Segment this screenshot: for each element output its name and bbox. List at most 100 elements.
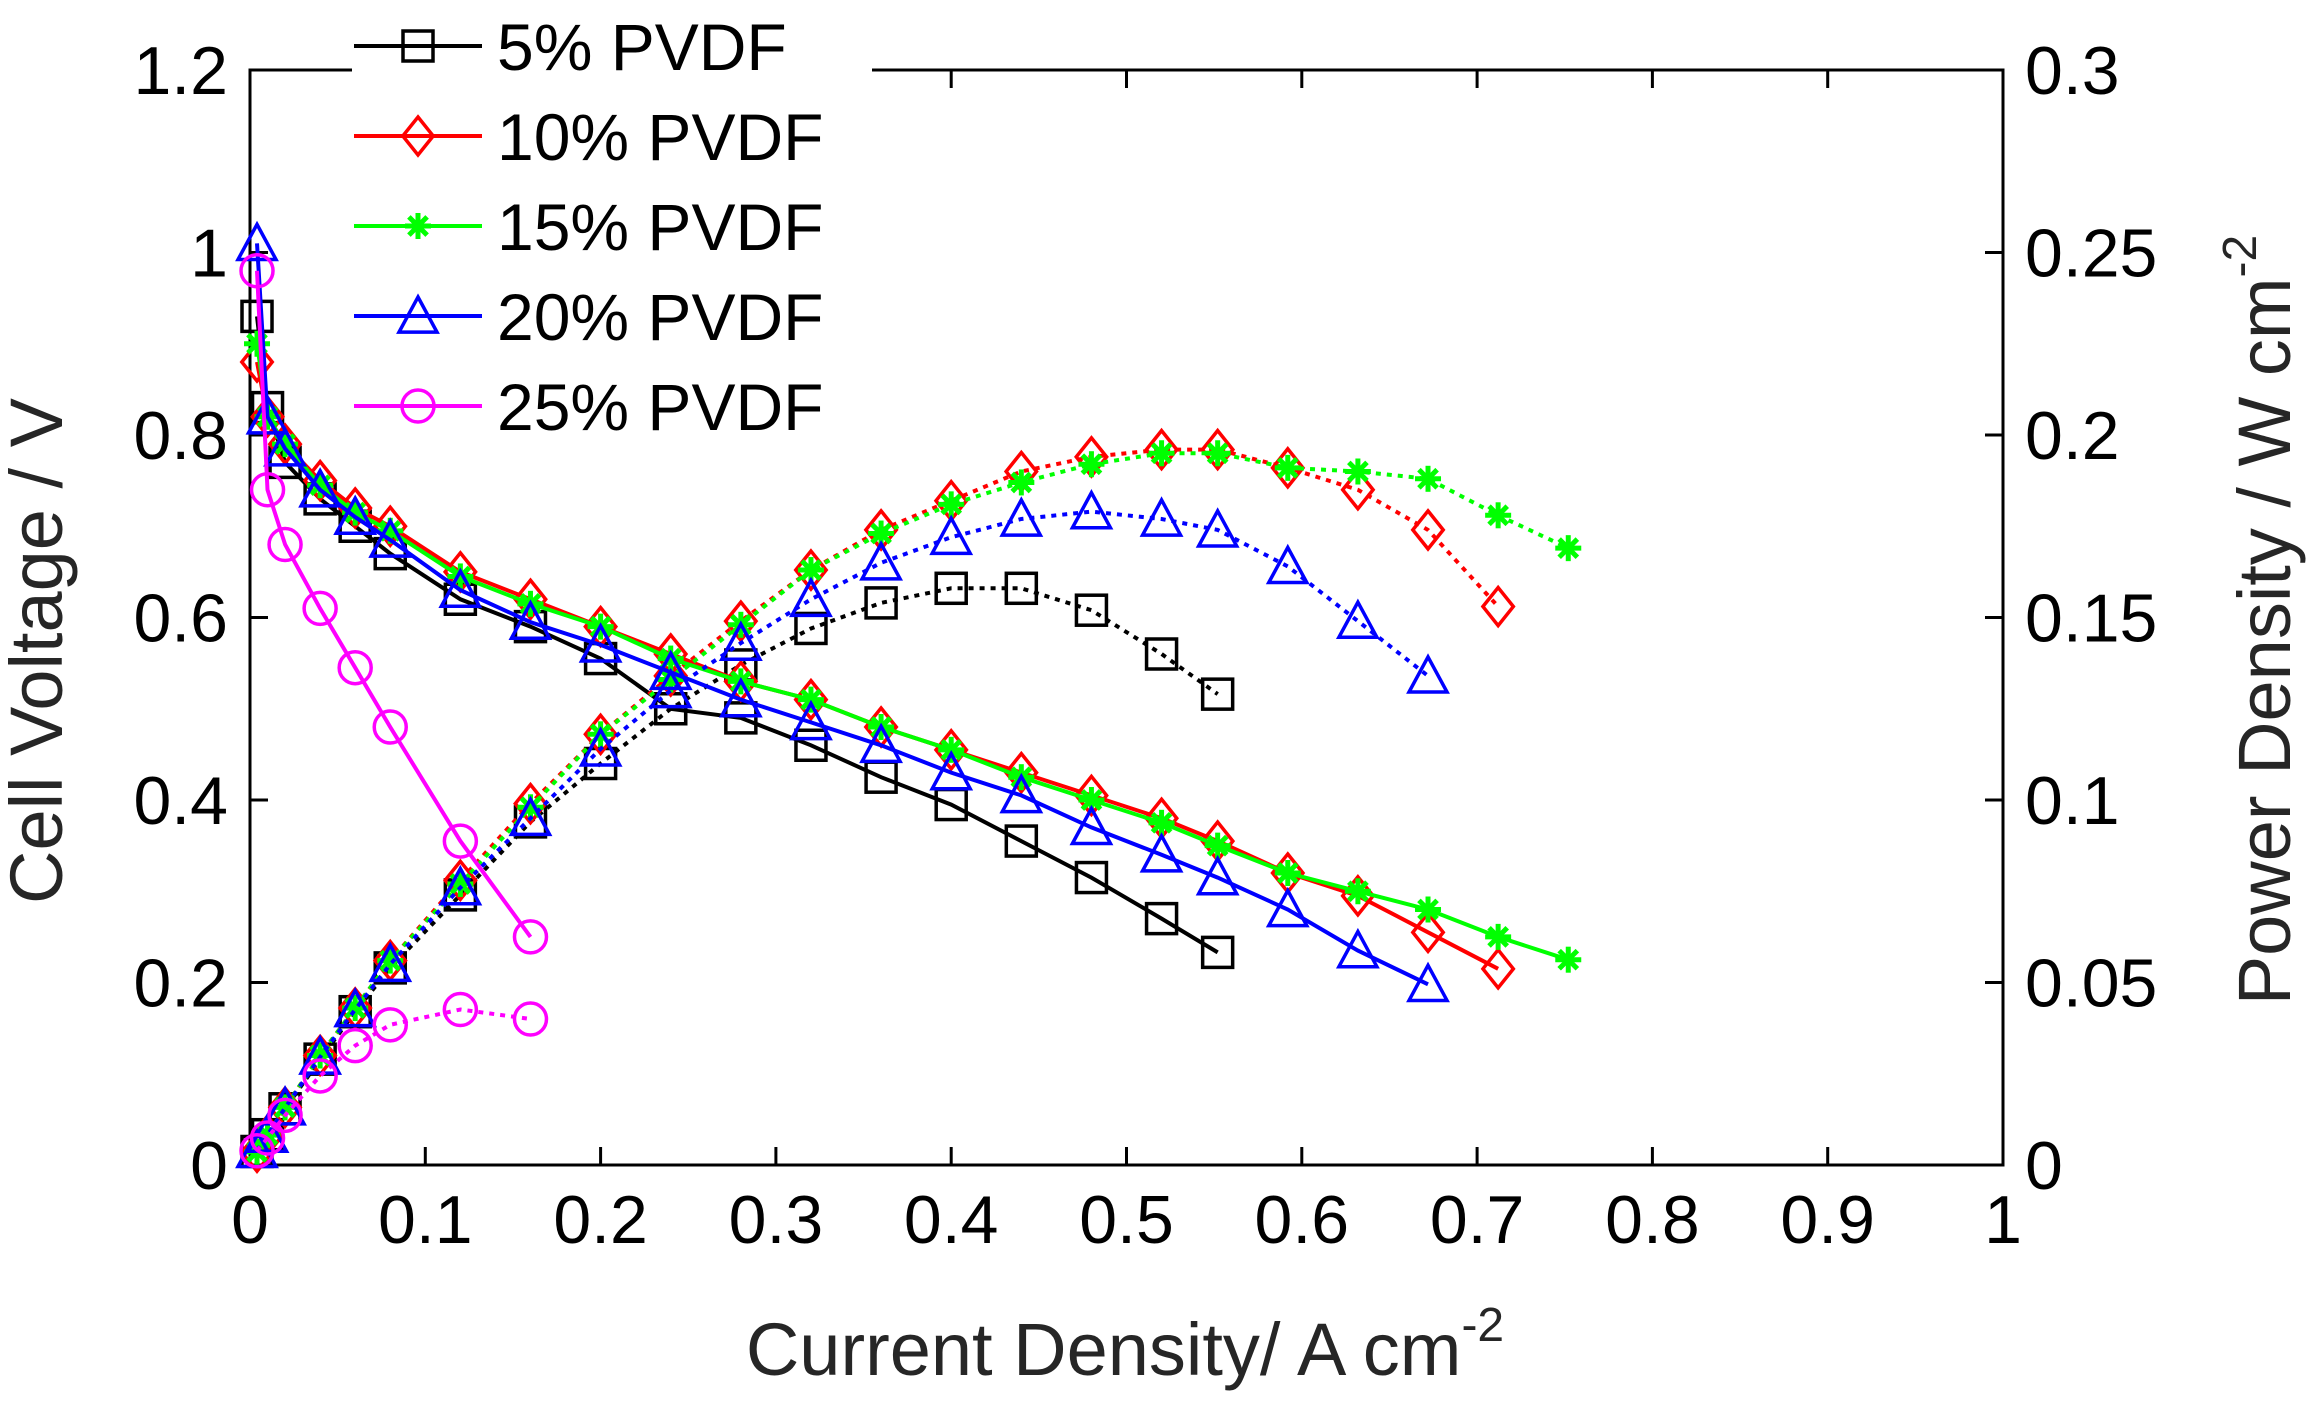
power-point <box>1200 427 1236 472</box>
voltage-point <box>1485 923 1512 950</box>
y-axis-right-label-text: Power Density / W cm <box>2223 277 2306 1005</box>
voltage-curve-line <box>255 243 1429 987</box>
voltage-point <box>1074 860 1109 895</box>
power-point <box>1265 543 1310 585</box>
x-axis-label: Current Density/ A cm-2 <box>746 1299 1504 1391</box>
series-5 <box>239 253 549 1169</box>
power-point <box>438 864 483 906</box>
legend-marker <box>405 213 431 239</box>
voltage-point <box>938 736 965 763</box>
y-right-tick-label: 0.15 <box>2025 581 2157 657</box>
power-point <box>1555 535 1582 562</box>
voltage-point <box>1410 910 1446 955</box>
power-point <box>1406 653 1450 694</box>
x-tick-label: 0.9 <box>1780 1182 1875 1258</box>
y-right-tick-label: 0.2 <box>2025 398 2120 474</box>
power-point <box>938 491 965 518</box>
y-axis-right-label: Power Density / W cm-2 <box>2214 235 2306 1005</box>
power-point <box>1195 507 1240 548</box>
legend-label: 25% PVDF <box>497 370 823 444</box>
power-point <box>794 611 828 646</box>
voltage-point <box>1069 804 1114 846</box>
y-right-tick-label: 0.05 <box>2025 946 2157 1022</box>
voltage-point <box>249 472 286 508</box>
power-point <box>1485 502 1512 529</box>
series-4 <box>235 220 1450 1169</box>
voltage-point <box>1144 901 1179 936</box>
power-point <box>508 795 553 837</box>
voltage-point <box>372 709 408 745</box>
legend-item: 5% PVDF <box>354 10 787 84</box>
legend-label: 15% PVDF <box>497 190 823 264</box>
voltage-point <box>794 728 828 762</box>
power-point <box>864 586 898 620</box>
voltage-point <box>1204 832 1231 859</box>
power-point <box>1344 458 1371 485</box>
power-point <box>1204 440 1231 467</box>
voltage-point <box>718 676 763 718</box>
legend-marker <box>396 293 440 334</box>
voltage-point <box>239 340 275 384</box>
voltage-point <box>438 567 483 609</box>
voltage-point <box>235 220 279 262</box>
x-axis-label-superscript: -2 <box>1461 1299 1504 1352</box>
power-point <box>789 576 833 618</box>
power-point <box>267 1097 303 1134</box>
voltage-point <box>1200 935 1235 970</box>
tick-labels: 0 0.1 0.2 0.3 0.4 0.5 0.6 0.7 0.8 0.9 100.20.40.60… <box>133 33 2157 1258</box>
power-point <box>1340 467 1376 512</box>
power-point <box>999 496 1044 537</box>
voltage-point <box>859 722 904 764</box>
power-point <box>1078 451 1105 478</box>
voltage-point <box>1265 886 1310 928</box>
voltage-point <box>648 649 693 691</box>
voltage-point <box>263 426 307 467</box>
voltage-point <box>1480 947 1516 991</box>
power-point <box>1144 637 1179 671</box>
voltage-point <box>1555 946 1582 973</box>
voltage-point <box>337 486 373 530</box>
y-right-tick-label: 0.1 <box>2025 763 2120 839</box>
y-axis-right-label-superscript: -2 <box>2214 235 2267 278</box>
power-point <box>578 726 623 767</box>
y-left-tick-label: 1 <box>190 216 228 292</box>
voltage-point <box>789 699 833 741</box>
power-point <box>1410 508 1446 552</box>
x-tick-label: 0.2 <box>553 1182 648 1258</box>
x-tick-label: 0.7 <box>1430 1182 1525 1258</box>
power-point <box>718 620 763 661</box>
x-tick-label: 0.6 <box>1255 1182 1350 1258</box>
power-point <box>1148 440 1175 467</box>
legend-marker <box>401 29 435 63</box>
voltage-point <box>368 517 413 558</box>
voltage-point <box>442 823 479 859</box>
power-curve-line <box>255 509 1430 1152</box>
voltage-point <box>513 577 548 622</box>
power-point <box>723 599 759 643</box>
y-left-tick-label: 1.2 <box>133 33 228 109</box>
power-point <box>1270 446 1306 490</box>
power-point <box>859 540 904 581</box>
y-left-tick-label: 0.8 <box>133 398 228 474</box>
power-point <box>372 1007 408 1043</box>
voltage-point <box>508 599 553 640</box>
voltage-point <box>793 677 829 722</box>
voltage-point <box>333 494 378 536</box>
x-tick-label: 0.1 <box>378 1182 473 1258</box>
power-point <box>1200 677 1235 711</box>
power-point <box>929 514 974 556</box>
power-point <box>512 1001 549 1037</box>
power-point <box>868 520 895 547</box>
voltage-point <box>999 772 1044 814</box>
voltage-point <box>1335 927 1380 969</box>
y-left-tick-label: 0.4 <box>133 763 228 839</box>
x-tick-label: 0.3 <box>729 1182 824 1258</box>
power-point <box>1008 469 1035 496</box>
power-point <box>442 991 479 1028</box>
y-right-tick-label: 0 <box>2025 1128 2063 1204</box>
x-tick-label: 0.4 <box>904 1182 999 1258</box>
legend-item: 15% PVDF <box>354 190 823 264</box>
y-left-tick-label: 0 <box>190 1128 228 1204</box>
power-point <box>1139 496 1184 537</box>
voltage-point <box>1148 809 1175 836</box>
